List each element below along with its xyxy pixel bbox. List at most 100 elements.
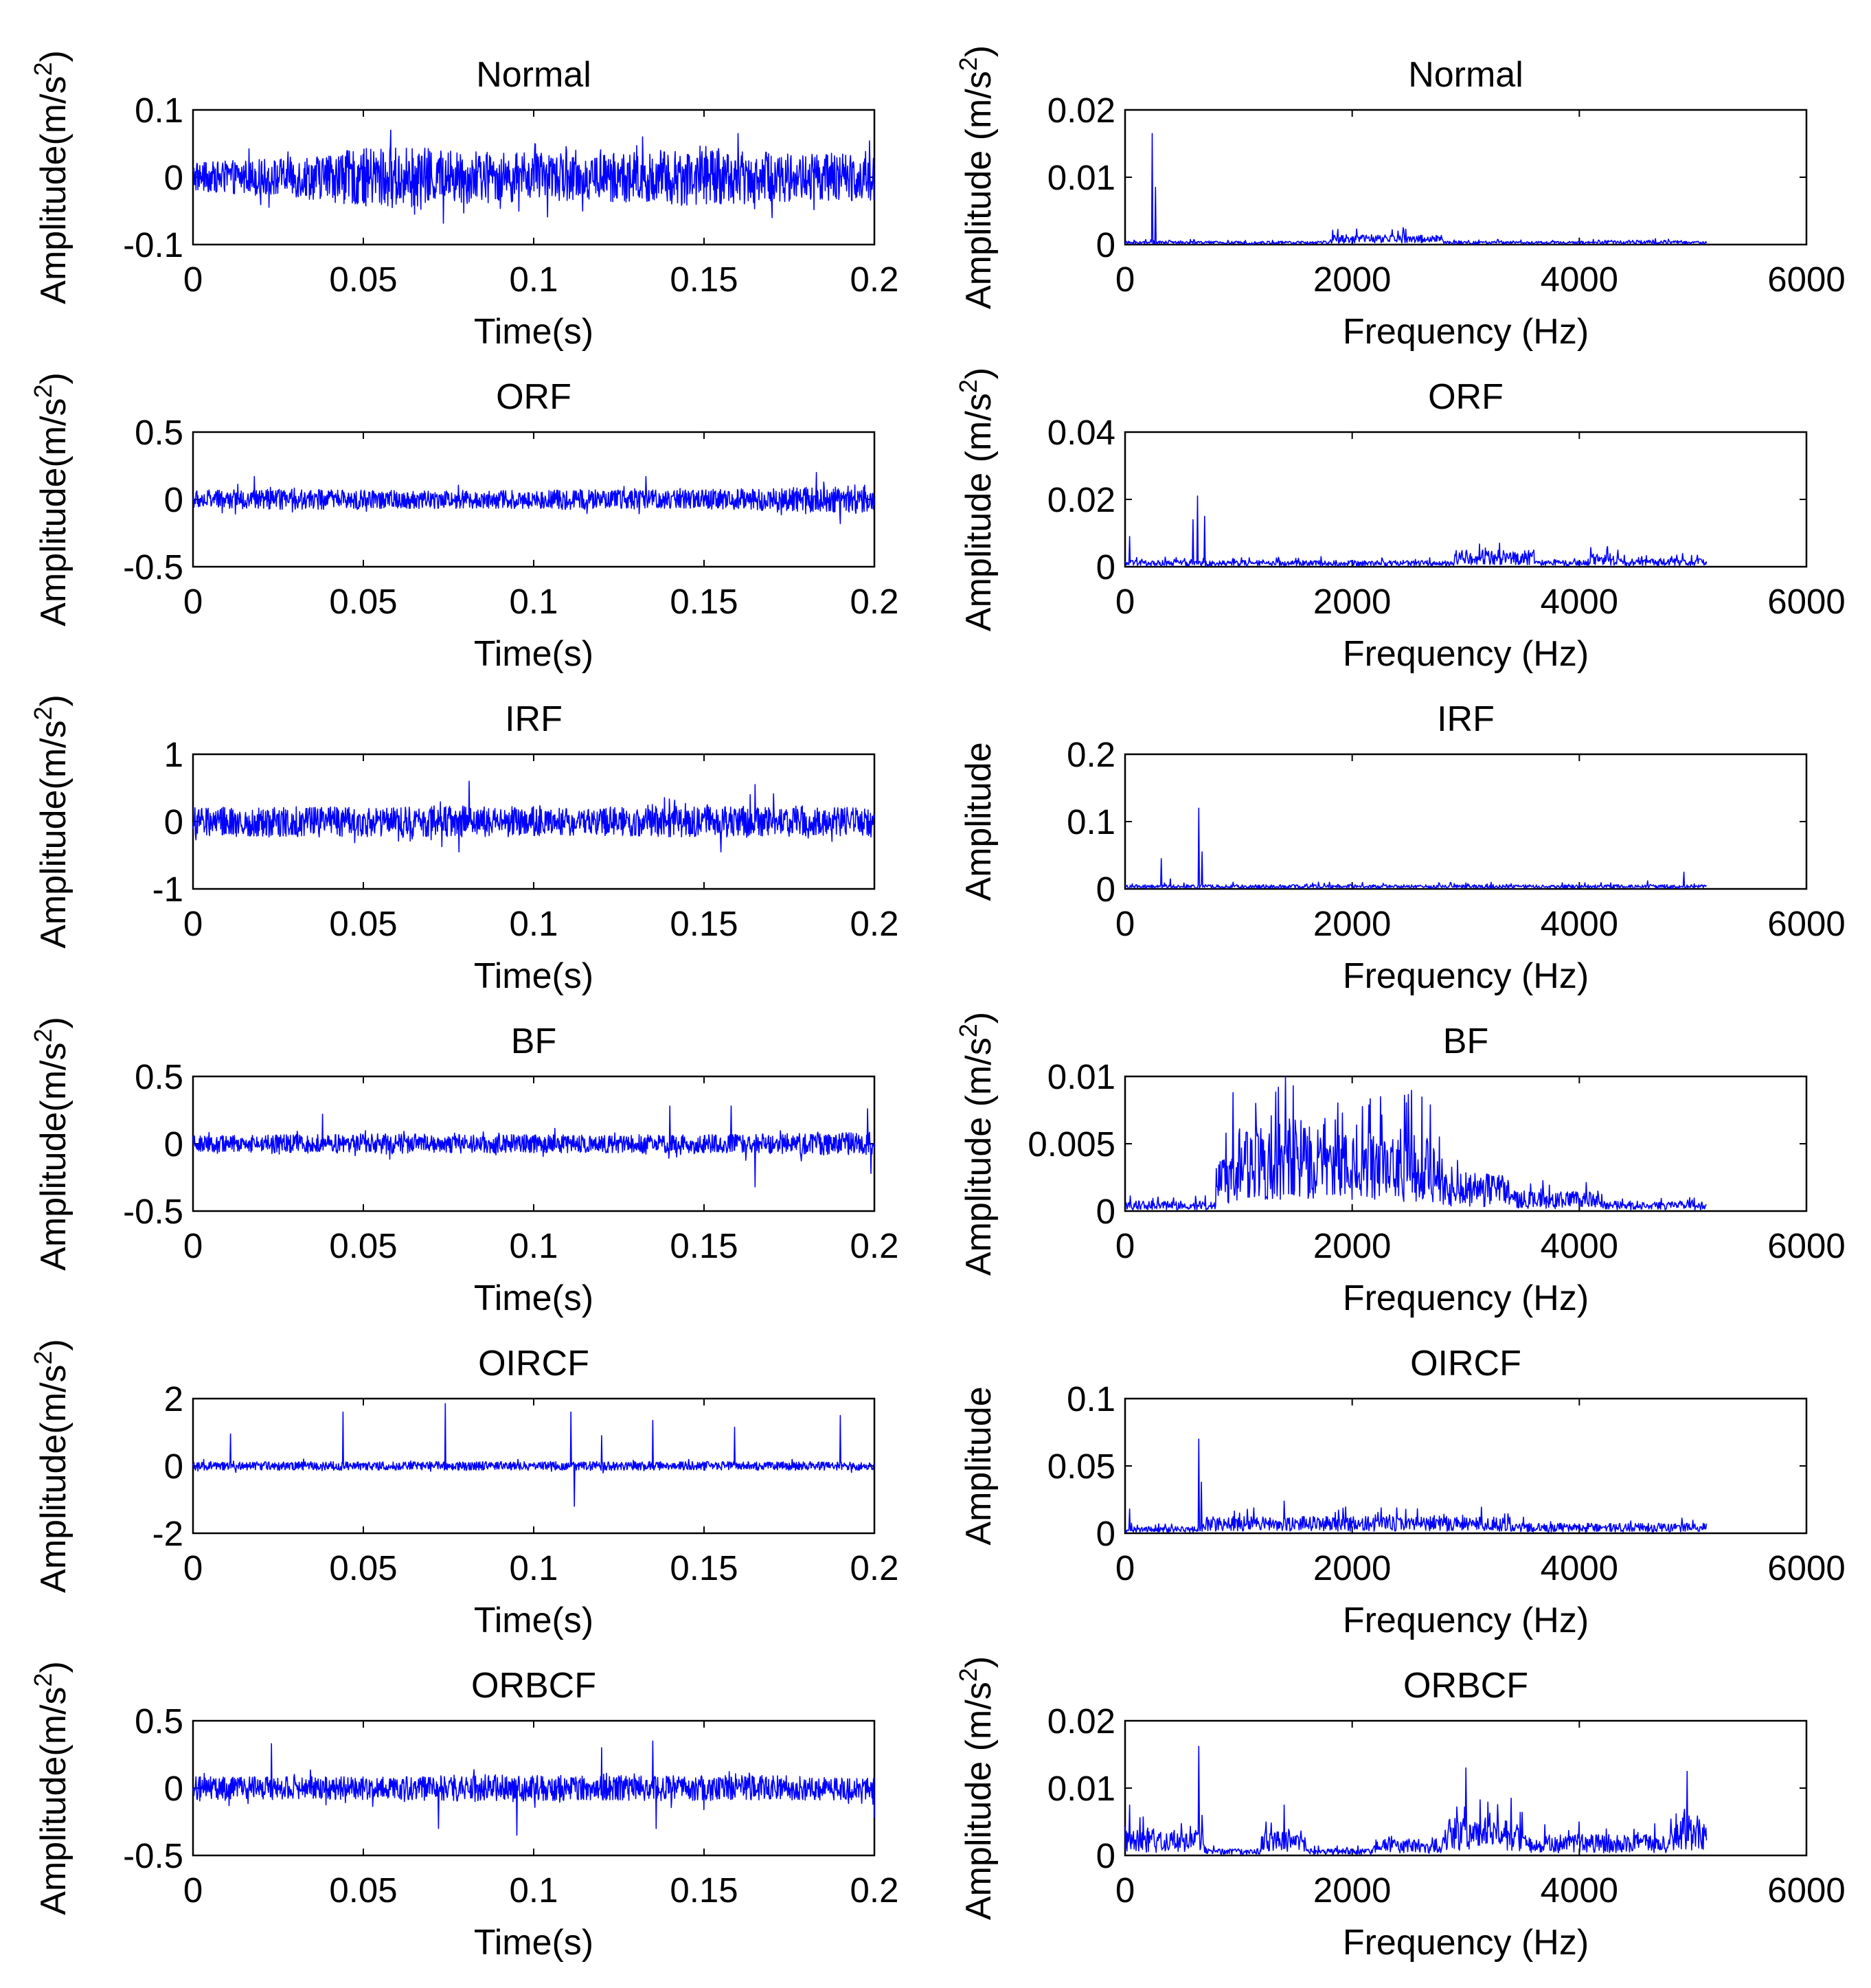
panel-3: 0 2000 4000 6000 0 0.02 0.04 ORF Frequency (Hz) A… [954,368,1846,674]
y-tick-label: 1 [164,735,183,774]
panel-6: 0 0.05 0.1 0.15 0.2-0.500.5BFTime(s)Amplitud… [29,1017,898,1318]
y-axis-label: Amplitude [959,1386,999,1545]
y-tick-label: 0 [164,1769,183,1808]
x-tick-label: 2000 [1313,582,1391,621]
x-tick-label: 0 [183,1871,203,1910]
panel-0: 0 0.05 0.1 0.15 0.2-0.100.1NormalTime(s)Ampl… [29,50,898,352]
x-tick-label: 0.1 [510,904,558,943]
y-axis-label: Amplitude(m/s2) [29,1339,73,1593]
panel-9: 0 2000 4000 6000 0 0.05 0.1 OIRCF Frequency (Hz)… [959,1344,1846,1640]
x-tick-label: 0.2 [850,260,899,299]
panel-5: 0 2000 4000 6000 0 0.1 0.2 IRF Frequency (Hz) Amp… [959,699,1846,996]
x-axis-label: Time(s) [474,1923,593,1963]
y-axis-label: Amplitude(m/s2) [29,1661,73,1915]
signal-trace [192,1403,875,1507]
x-tick-label: 0 [1115,1226,1135,1265]
plot-frame [1124,1397,1808,1535]
y-axis-label-text: Amplitude [959,742,999,901]
signal-trace [1124,807,1708,890]
x-tick-label: 0.05 [329,582,397,621]
y-axis-label-superscript: 2 [29,1351,57,1364]
x-tick-label: 0 [183,904,203,943]
signal-trace [192,129,875,224]
x-tick-label: 0 [183,582,203,621]
y-axis-label-close: ) [34,694,73,706]
chart-title: IRF [1437,699,1495,739]
x-tick-label: 6000 [1767,904,1845,943]
y-axis-label-text: Amplitude(m/s [34,1687,73,1915]
y-tick-label: -0.5 [123,547,183,587]
x-axis-label: Frequency (Hz) [1343,634,1589,674]
x-tick-label: 4000 [1541,1871,1618,1910]
y-tick-label: 0 [1096,547,1115,587]
x-tick-label: 0.15 [670,260,738,299]
signal-trace [1124,495,1708,567]
x-axis-label: Frequency (Hz) [1343,1278,1589,1318]
signal-trace [1124,1438,1708,1533]
plot-frame [1124,109,1808,246]
x-tick-label: 4000 [1541,582,1618,621]
x-tick-label: 0.05 [329,1548,397,1588]
y-tick-label: 0.02 [1047,480,1115,519]
y-axis-label-superscript: 2 [954,57,982,71]
x-tick-label: 0.1 [510,1871,558,1910]
y-axis-label-close: ) [34,1661,73,1673]
y-tick-label: -1 [152,870,183,909]
y-axis-label-close: ) [959,368,999,379]
x-tick-label: 2000 [1313,260,1391,299]
x-tick-label: 4000 [1541,1226,1618,1265]
x-tick-label: 4000 [1541,260,1618,299]
y-axis-label-close: ) [34,50,73,62]
y-tick-label: 0 [164,1447,183,1486]
y-axis-label-text: Amplitude(m/s [34,398,73,626]
x-tick-label: 2000 [1313,1226,1391,1265]
x-tick-label: 0.1 [510,582,558,621]
y-tick-label: 0 [1096,225,1115,264]
y-axis-label-close: ) [34,1339,73,1351]
x-tick-label: 2000 [1313,1548,1391,1588]
y-axis-label: Amplitude (m/s2) [954,368,999,631]
x-tick-label: 0.1 [510,1226,558,1265]
x-tick-label: 4000 [1541,1548,1618,1588]
y-axis-label-text: Amplitude(m/s [34,76,73,304]
y-axis-label-superscript: 2 [29,1028,57,1042]
y-axis-label-superscript: 2 [29,706,57,720]
x-tick-label: 0 [183,1226,203,1265]
y-axis-label-text: Amplitude(m/s [34,721,73,949]
x-tick-label: 0 [1115,582,1135,621]
signal-trace [192,780,875,852]
chart-title: BF [1443,1021,1488,1061]
y-tick-label: 0 [1096,870,1115,909]
y-tick-label: -2 [152,1514,183,1553]
y-tick-label: 0.5 [135,1702,183,1741]
x-tick-label: 6000 [1767,260,1845,299]
x-tick-label: 0 [1115,260,1135,299]
panel-4: 0 0.05 0.1 0.15 0.2-101IRFTime(s)Amplitude(m… [29,694,898,996]
chart-title: Normal [1408,55,1523,95]
y-tick-label: 0 [1096,1836,1115,1875]
signal-trace [192,1105,875,1188]
x-axis-label: Time(s) [474,634,593,674]
x-axis-label: Frequency (Hz) [1343,312,1589,352]
y-tick-label: 0.01 [1047,1769,1115,1808]
x-tick-label: 0 [1115,904,1135,943]
signal-trace [1124,1076,1708,1210]
y-tick-label: 0.01 [1047,1057,1115,1096]
y-axis-label-superscript: 2 [954,1024,982,1037]
y-tick-label: 0 [164,480,183,519]
x-tick-label: 0.2 [850,1548,899,1588]
x-tick-label: 4000 [1541,904,1618,943]
signal-trace [192,472,875,525]
x-tick-label: 0.15 [670,904,738,943]
chart-title: OIRCF [1410,1344,1521,1383]
panel-7: 0 2000 4000 6000 0 0.005 0.01 BF Frequency (Hz) A… [954,1012,1846,1318]
y-axis-label-close: ) [959,1656,999,1668]
y-axis-label-close: ) [34,372,73,384]
y-tick-label: 0.02 [1047,91,1115,130]
y-axis-label-text: Amplitude (m/s [959,1682,999,1920]
y-axis-label: Amplitude(m/s2) [29,1017,73,1271]
y-tick-label: 0.05 [1047,1447,1115,1486]
y-axis-label-text: Amplitude [959,1386,999,1545]
y-tick-label: 0.1 [1067,1379,1115,1419]
